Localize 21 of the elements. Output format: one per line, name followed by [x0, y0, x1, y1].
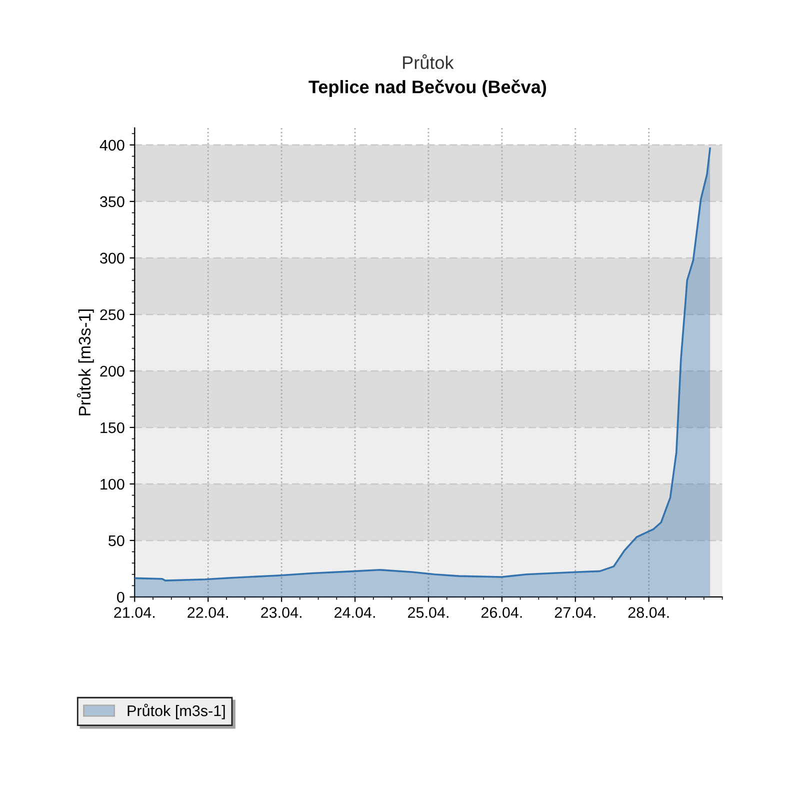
x-tick-label: 22.04.	[188, 607, 228, 618]
y-tick-label: 350	[100, 196, 124, 208]
y-tick-label: 250	[100, 309, 124, 320]
x-tick-label: 21.04.	[114, 607, 154, 618]
chart-title: Průtok	[403, 54, 454, 70]
y-tick-label: 200	[100, 366, 124, 377]
chart-subtitle: Teplice nad Bečvou (Bečva)	[308, 80, 546, 97]
y-axis-title: Průtok [m3s-1]	[76, 309, 94, 416]
legend-label: Průtok [m3s-1]	[128, 704, 225, 720]
x-tick-label: 23.04.	[261, 607, 302, 618]
y-tick-label: 150	[100, 422, 124, 434]
x-tick-label: 27.04.	[554, 607, 596, 618]
y-tick-label: 50	[108, 535, 124, 546]
y-tick-label: 400	[100, 140, 124, 151]
y-tick-label: 100	[100, 478, 124, 490]
x-tick-label: 24.04.	[334, 607, 375, 618]
y-tick-label: 300	[100, 252, 124, 264]
x-tick-label: 26.04.	[481, 607, 522, 618]
x-tick-label: 28.04.	[628, 607, 669, 618]
y-tick-label: 0	[117, 592, 124, 603]
x-tick-label: 25.04.	[408, 607, 448, 618]
